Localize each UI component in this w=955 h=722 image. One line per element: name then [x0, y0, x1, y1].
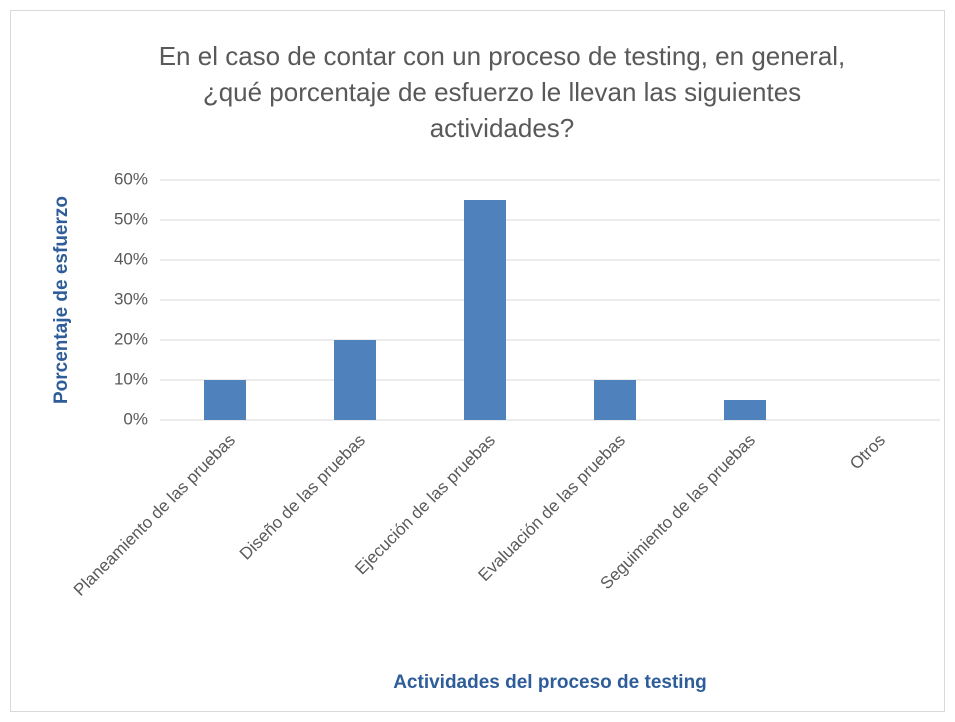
- bar: [464, 200, 506, 420]
- y-tick-label: 40%: [114, 249, 148, 268]
- chart-title: En el caso de contar con un proceso de t…: [158, 41, 846, 143]
- y-tick-label: 10%: [114, 369, 148, 388]
- bar: [204, 380, 246, 420]
- y-tick-label: 50%: [114, 209, 148, 228]
- y-tick-label: 0%: [123, 409, 148, 428]
- bar: [724, 400, 766, 420]
- bar: [334, 340, 376, 420]
- y-axis-label: Porcentaje de esfuerzo: [51, 196, 72, 404]
- bar: [594, 380, 636, 420]
- x-axis-label: Actividades del proceso de testing: [393, 672, 707, 693]
- y-tick-label: 30%: [114, 289, 148, 308]
- y-tick-label: 20%: [114, 329, 148, 348]
- y-tick-label: 60%: [114, 169, 148, 188]
